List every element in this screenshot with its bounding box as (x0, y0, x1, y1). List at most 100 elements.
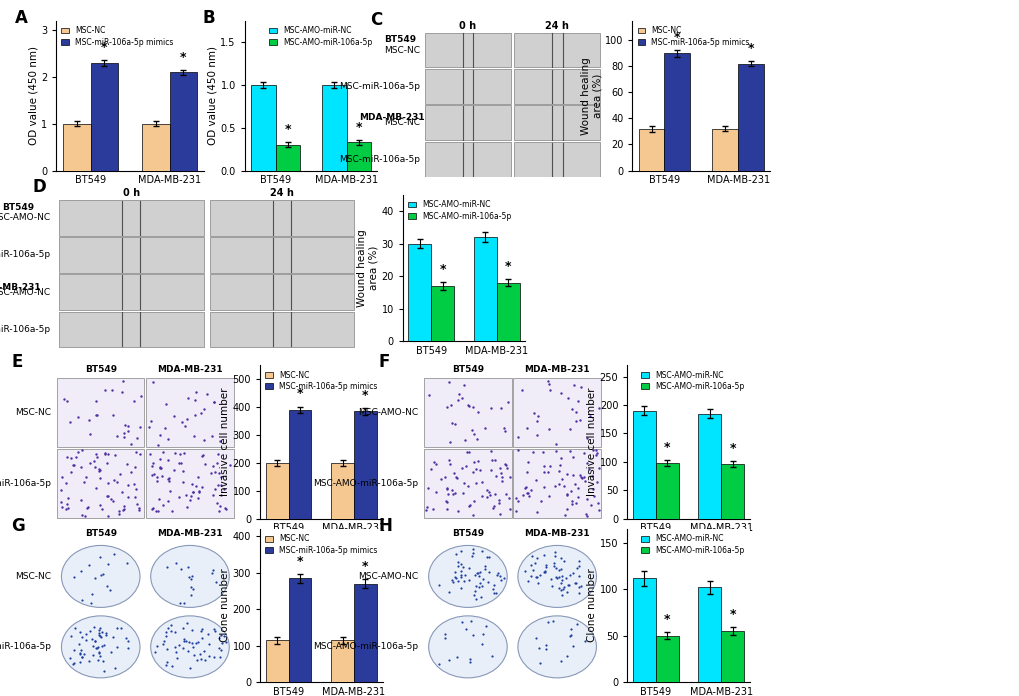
Point (590, 402, 606, 413)
Point (126, 492, 143, 503)
Text: *: * (297, 555, 303, 568)
Point (528, 430, 544, 441)
Point (100, 559, 116, 570)
Point (182, 581, 199, 592)
Bar (59, 237, 204, 273)
Point (100, 491, 116, 502)
Point (212, 489, 228, 500)
Point (91, 466, 107, 477)
Point (476, 422, 492, 434)
Point (542, 574, 558, 585)
Point (550, 571, 567, 582)
Point (71, 627, 88, 638)
Point (553, 570, 570, 581)
Point (86, 622, 102, 633)
Point (120, 420, 137, 431)
Point (510, 444, 526, 455)
Point (178, 413, 195, 425)
Point (555, 582, 572, 593)
Point (484, 583, 500, 594)
Point (176, 597, 193, 608)
Bar (514, 142, 599, 177)
Point (70, 446, 87, 457)
Point (81, 559, 97, 570)
Point (118, 459, 135, 470)
Point (129, 498, 146, 509)
Ellipse shape (428, 616, 506, 678)
Point (159, 496, 175, 507)
Point (161, 473, 177, 484)
Point (114, 487, 130, 498)
Point (175, 448, 192, 459)
Point (449, 651, 466, 662)
Text: MDA-MB-231: MDA-MB-231 (524, 365, 589, 374)
Point (486, 454, 502, 466)
Point (157, 626, 173, 637)
Point (552, 387, 569, 398)
Point (212, 651, 228, 663)
Point (87, 635, 103, 646)
Point (193, 407, 209, 418)
Point (562, 624, 579, 635)
Point (179, 646, 196, 657)
Point (149, 475, 165, 487)
Bar (59, 200, 204, 235)
Point (461, 562, 477, 574)
Point (485, 502, 501, 513)
Point (158, 660, 174, 671)
Point (518, 482, 534, 493)
Point (541, 461, 557, 472)
Point (115, 428, 131, 439)
Point (161, 475, 177, 487)
Point (454, 562, 471, 573)
Point (419, 501, 435, 512)
Point (171, 457, 187, 468)
Text: MSC-AMO-NC: MSC-AMO-NC (0, 287, 50, 296)
Point (569, 491, 585, 503)
Point (78, 634, 95, 645)
Text: 0 h: 0 h (122, 188, 140, 198)
Point (206, 651, 222, 662)
Point (445, 467, 462, 478)
Point (465, 509, 481, 521)
Point (72, 656, 89, 667)
Point (483, 454, 499, 466)
Point (72, 649, 89, 660)
Point (445, 576, 462, 587)
Bar (720, 631, 744, 682)
Point (206, 397, 222, 408)
Point (466, 589, 482, 600)
Point (584, 470, 600, 482)
Point (59, 451, 75, 462)
Point (499, 397, 516, 408)
Point (475, 629, 491, 640)
Point (105, 495, 121, 506)
Point (575, 471, 591, 482)
Bar (209, 312, 354, 347)
Point (109, 477, 125, 488)
Point (205, 396, 221, 407)
Point (572, 471, 588, 482)
Point (126, 461, 143, 472)
Bar (169, 72, 197, 171)
Point (461, 446, 477, 457)
Point (82, 428, 98, 439)
Point (58, 503, 74, 514)
Point (439, 488, 455, 499)
Point (572, 469, 588, 480)
Point (59, 502, 75, 513)
Point (587, 450, 603, 461)
Point (568, 618, 584, 629)
Point (552, 552, 569, 563)
Point (449, 560, 466, 571)
Point (184, 638, 201, 649)
Point (436, 471, 452, 482)
Point (587, 444, 603, 455)
Point (471, 571, 487, 582)
Point (157, 630, 173, 641)
Point (495, 573, 512, 584)
Point (558, 587, 575, 598)
Point (73, 445, 90, 456)
Point (531, 643, 547, 654)
Text: MSC-AMO-NC: MSC-AMO-NC (358, 572, 418, 581)
